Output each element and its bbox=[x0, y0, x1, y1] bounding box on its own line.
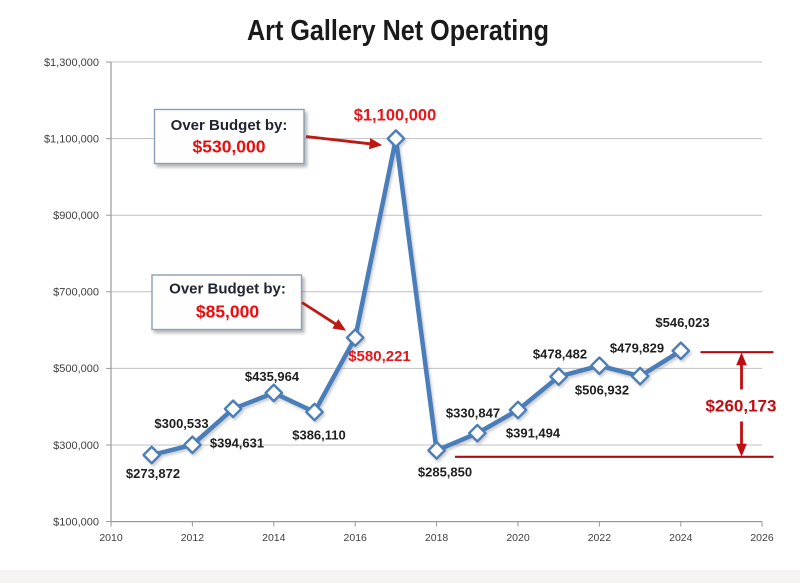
svg-text:2024: 2024 bbox=[669, 532, 693, 544]
svg-text:$85,000: $85,000 bbox=[196, 302, 260, 322]
svg-text:Art Gallery Net Operating: Art Gallery Net Operating bbox=[247, 15, 549, 47]
svg-text:$1,100,000: $1,100,000 bbox=[44, 133, 99, 145]
svg-text:$394,631: $394,631 bbox=[210, 436, 264, 451]
svg-text:$300,533: $300,533 bbox=[154, 416, 208, 431]
svg-text:$700,000: $700,000 bbox=[53, 287, 99, 299]
svg-text:$530,000: $530,000 bbox=[193, 137, 266, 157]
svg-text:Over Budget by:: Over Budget by: bbox=[171, 117, 288, 134]
svg-text:2020: 2020 bbox=[506, 532, 530, 544]
svg-text:2014: 2014 bbox=[262, 532, 286, 544]
svg-text:2012: 2012 bbox=[181, 532, 205, 544]
svg-text:2022: 2022 bbox=[588, 532, 612, 544]
svg-text:$500,000: $500,000 bbox=[53, 363, 99, 375]
svg-text:$435,964: $435,964 bbox=[245, 369, 300, 384]
svg-text:$1,100,000: $1,100,000 bbox=[354, 107, 437, 125]
svg-text:$300,000: $300,000 bbox=[53, 440, 99, 452]
svg-text:$580,221: $580,221 bbox=[348, 348, 411, 365]
svg-text:$546,023: $546,023 bbox=[655, 315, 709, 330]
svg-text:$478,482: $478,482 bbox=[533, 347, 587, 362]
svg-text:$391,494: $391,494 bbox=[506, 426, 561, 441]
svg-text:$900,000: $900,000 bbox=[53, 210, 99, 222]
svg-text:Over Budget by:: Over Budget by: bbox=[169, 281, 286, 298]
svg-text:2018: 2018 bbox=[425, 532, 449, 544]
svg-text:$260,173: $260,173 bbox=[706, 397, 777, 416]
svg-text:$273,872: $273,872 bbox=[126, 466, 180, 481]
svg-text:$100,000: $100,000 bbox=[53, 516, 99, 528]
svg-text:2016: 2016 bbox=[344, 532, 368, 544]
svg-text:$479,829: $479,829 bbox=[610, 341, 664, 356]
svg-text:$1,300,000: $1,300,000 bbox=[44, 57, 99, 69]
svg-text:$330,847: $330,847 bbox=[446, 406, 500, 421]
svg-text:$386,110: $386,110 bbox=[292, 428, 346, 443]
svg-text:2026: 2026 bbox=[750, 532, 774, 544]
svg-text:2010: 2010 bbox=[99, 532, 123, 544]
svg-text:$506,932: $506,932 bbox=[575, 383, 629, 398]
svg-text:$285,850: $285,850 bbox=[418, 465, 472, 480]
